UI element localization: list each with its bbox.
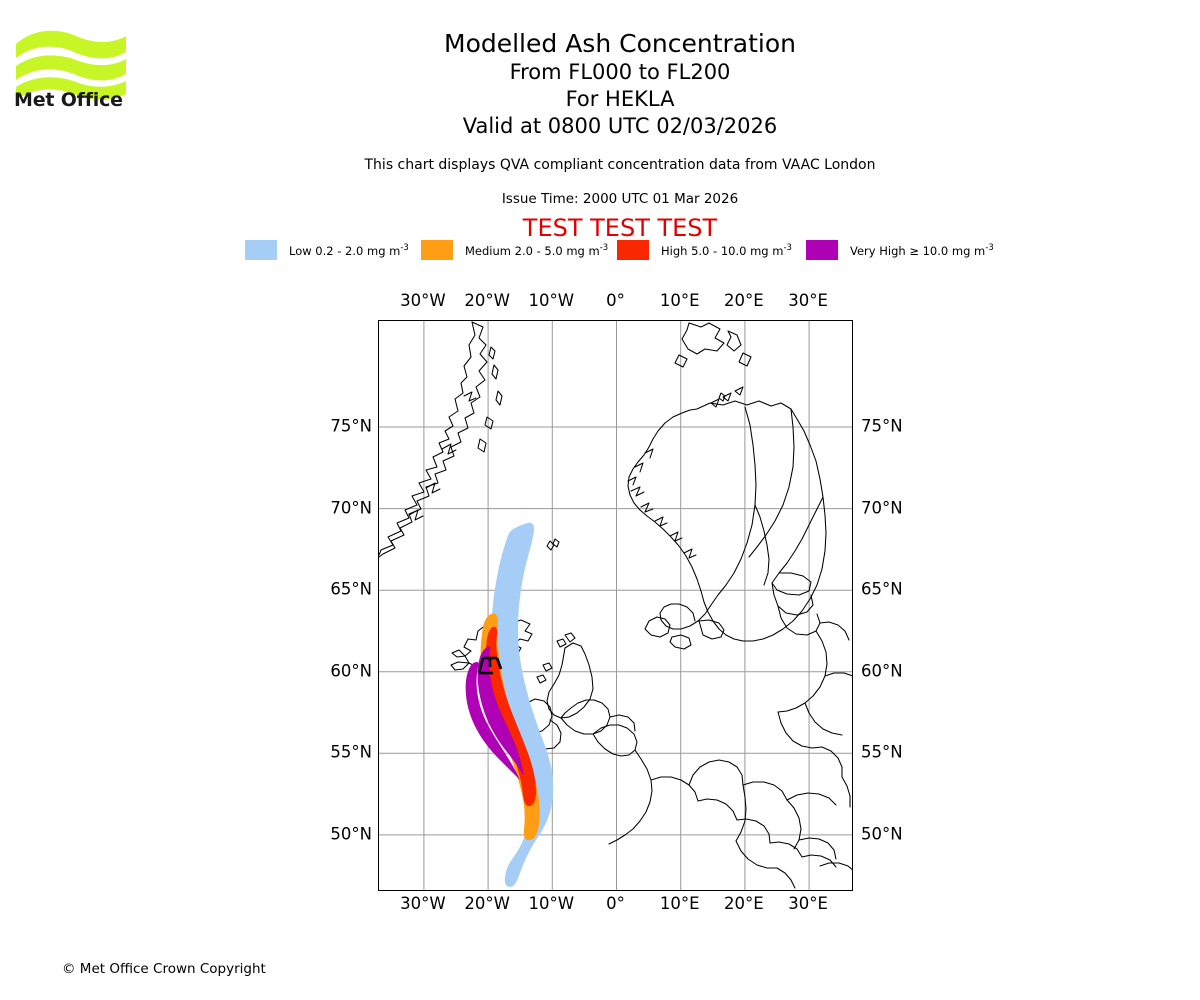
lat-tick-left: 75°N	[330, 416, 372, 436]
lat-tick-left: 60°N	[330, 661, 372, 681]
title-volcano: For HEKLA	[565, 87, 675, 111]
legend-label-low: Low 0.2 - 2.0 mg m-3	[289, 242, 409, 258]
legend-swatch-very-high	[806, 240, 838, 260]
lat-tick-left: 50°N	[330, 824, 372, 844]
lat-tick-left: 65°N	[330, 579, 372, 599]
lon-tick-bottom: 10°W	[528, 894, 575, 913]
lon-tick-bottom: 20°W	[464, 894, 510, 913]
lat-tick-right: 75°N	[861, 416, 903, 436]
legend-label-very-high: Very High ≥ 10.0 mg m-3	[850, 242, 994, 258]
lon-tick-top: 10°W	[528, 291, 575, 310]
lon-tick-top: 20°W	[464, 291, 510, 310]
legend-label-medium: Medium 2.0 - 5.0 mg m-3	[465, 242, 609, 258]
lon-tick-bottom: 30°E	[788, 894, 828, 913]
lon-tick-top: 20°E	[724, 291, 764, 310]
issue-time: Issue Time: 2000 UTC 01 Mar 2026	[501, 191, 739, 207]
legend-item-medium: Medium 2.0 - 5.0 mg m-3	[421, 238, 608, 262]
lat-tick-left: 55°N	[330, 742, 372, 762]
legend-item-very-high: Very High ≥ 10.0 mg m-3	[806, 238, 994, 262]
ash-concentration-map[interactable]	[378, 320, 853, 891]
met-office-logo	[14, 26, 134, 116]
lat-tick-right: 55°N	[861, 742, 903, 762]
test-banner: TEST TEST TEST	[522, 214, 718, 242]
legend-swatch-medium	[421, 240, 453, 260]
legend-label-high: High 5.0 - 10.0 mg m-3	[661, 242, 792, 258]
lon-tick-top: 30°E	[788, 291, 828, 310]
lat-tick-right: 60°N	[861, 661, 903, 681]
lon-tick-bottom: 20°E	[724, 894, 764, 913]
title-valid-time: Valid at 0800 UTC 02/03/2026	[462, 114, 778, 138]
lon-tick-bottom: 10°E	[659, 894, 700, 913]
lon-tick-top: 0°	[606, 291, 625, 310]
lat-tick-left: 70°N	[330, 498, 372, 518]
lat-tick-right: 50°N	[861, 824, 903, 844]
page-title: Modelled Ash Concentration	[444, 29, 796, 58]
lat-tick-right: 70°N	[861, 498, 903, 518]
lon-tick-top: 30°W	[400, 291, 446, 310]
lon-tick-top: 10°E	[659, 291, 700, 310]
legend-swatch-low	[245, 240, 277, 260]
title-block: Modelled Ash Concentration From FL000 to…	[300, 28, 940, 140]
title-flight-levels: From FL000 to FL200	[509, 60, 731, 84]
met-office-wordmark: Met Office	[14, 89, 123, 111]
lon-tick-bottom: 30°W	[400, 894, 446, 913]
concentration-legend: Low 0.2 - 2.0 mg m-3 Medium 2.0 - 5.0 mg…	[245, 238, 995, 262]
lat-tick-right: 65°N	[861, 579, 903, 599]
copyright-notice: © Met Office Crown Copyright	[62, 961, 266, 977]
legend-swatch-high	[617, 240, 649, 260]
qva-note: This chart displays QVA compliant concen…	[364, 157, 876, 173]
legend-item-high: High 5.0 - 10.0 mg m-3	[617, 238, 792, 262]
lon-tick-bottom: 0°	[606, 894, 625, 913]
legend-item-low: Low 0.2 - 2.0 mg m-3	[245, 238, 409, 262]
